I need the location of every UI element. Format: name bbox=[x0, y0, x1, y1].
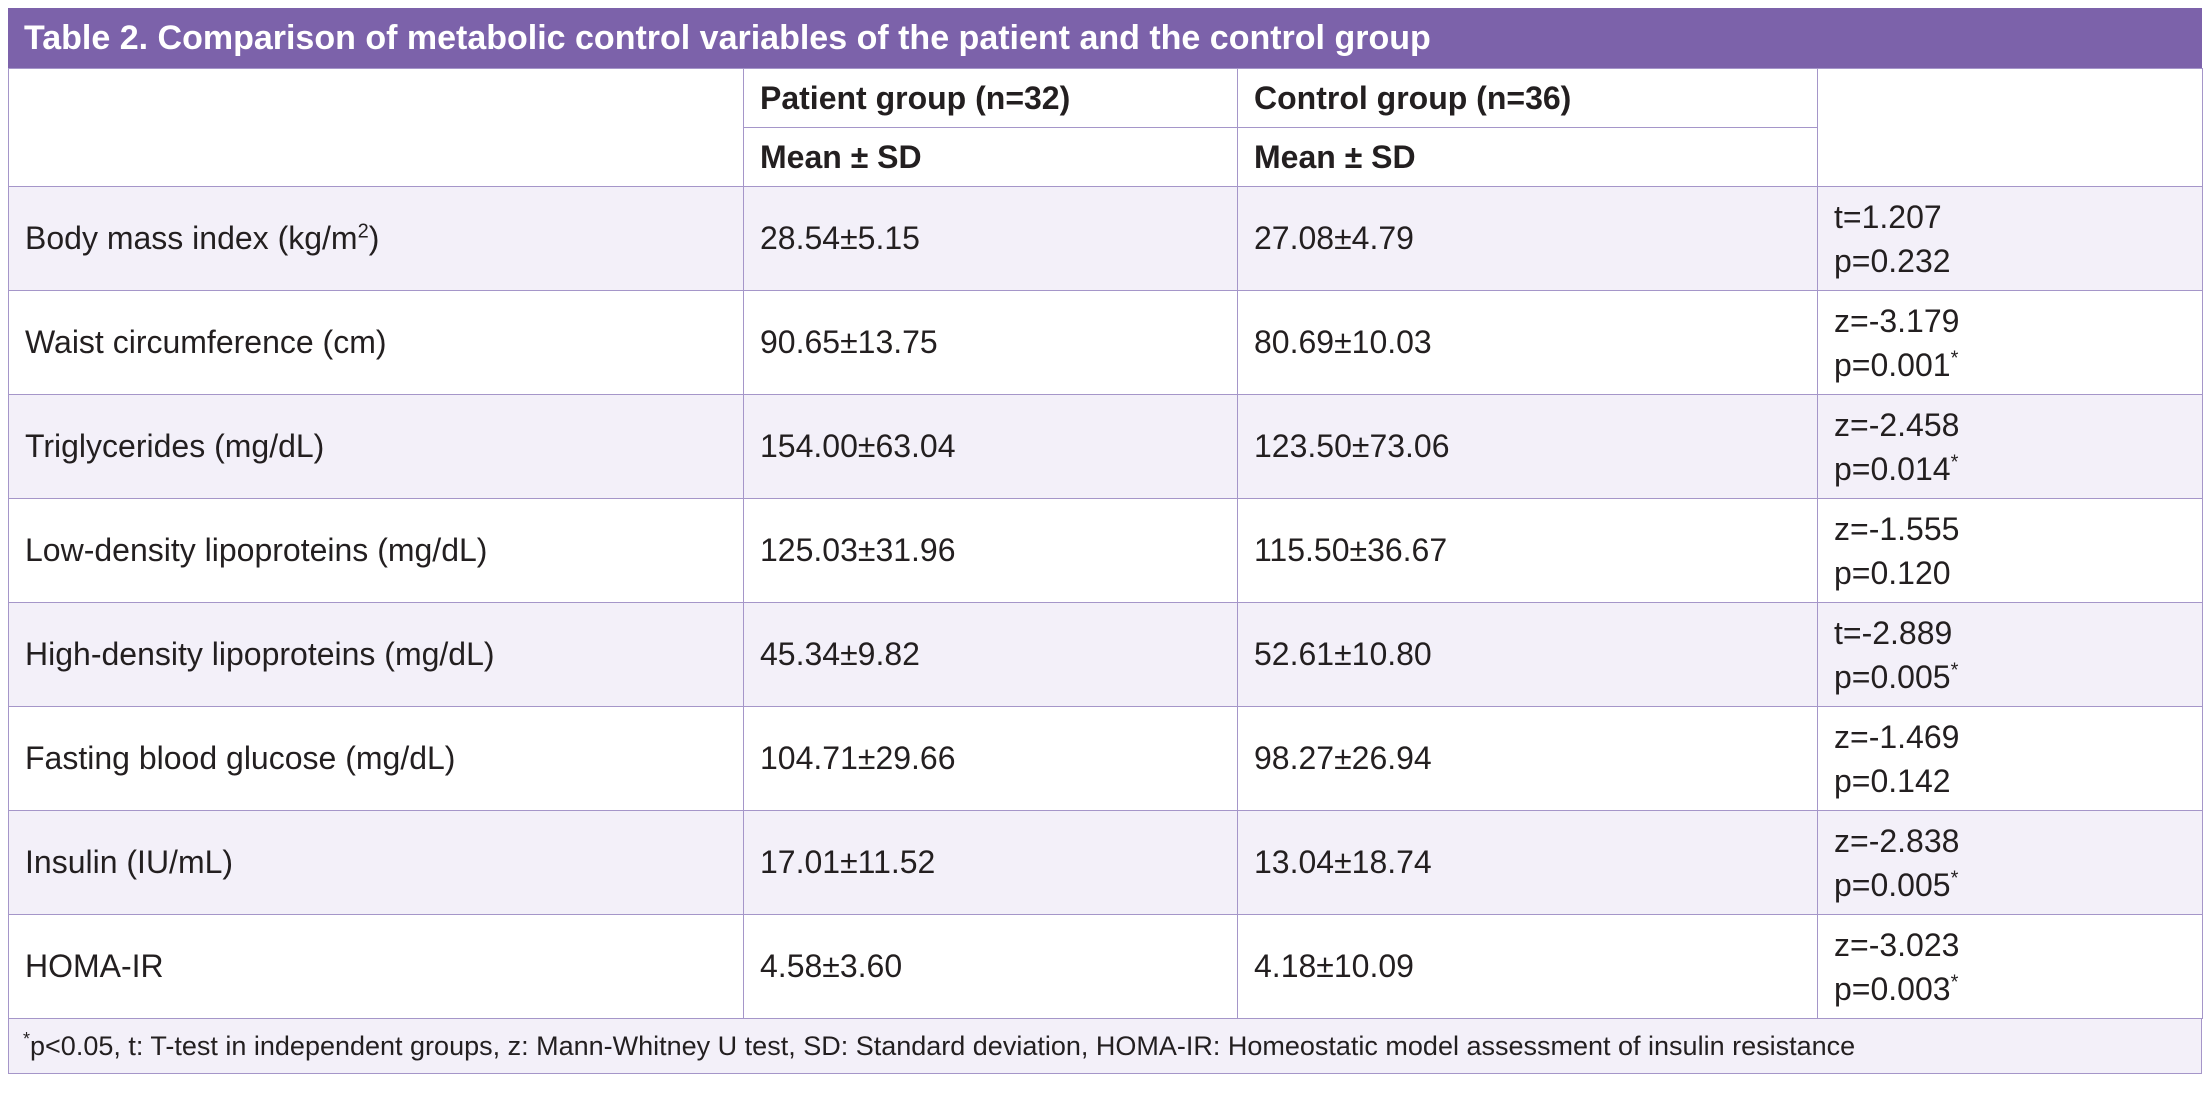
variable-label: High-density lipoproteins (mg/dL) bbox=[25, 636, 495, 672]
p-value-line: p=0.120 bbox=[1834, 551, 2186, 595]
header-row-subheaders: Mean ± SD Mean ± SD bbox=[9, 127, 2203, 187]
table-footnote: *p<0.05, t: T-test in independent groups… bbox=[8, 1019, 2202, 1074]
header-patient-group: Patient group (n=32) bbox=[743, 68, 1238, 128]
significance-marker: * bbox=[1950, 658, 1959, 681]
test-statistic: t=1.207 bbox=[1834, 198, 1942, 235]
data-table: Patient group (n=32) Control group (n=36… bbox=[8, 68, 2203, 1019]
table-row: Insulin (IU/mL) 17.01±11.52 13.04±18.74 z=-… bbox=[8, 810, 2203, 915]
stat-cell: t=1.207 p=0.232 bbox=[1817, 186, 2203, 291]
variable-cell: Fasting blood glucose (mg/dL) bbox=[8, 706, 744, 811]
p-value-line: p=0.232 bbox=[1834, 239, 2186, 283]
control-value-cell: 115.50±36.67 bbox=[1237, 498, 1818, 603]
table-title: Table 2. Comparison of metabolic control… bbox=[8, 8, 2202, 68]
variable-cell: Body mass index (kg/m2) bbox=[8, 186, 744, 291]
p-value: p=0.142 bbox=[1834, 762, 1951, 799]
p-value: p=0.232 bbox=[1834, 242, 1951, 279]
table-row: Fasting blood glucose (mg/dL) 104.71±29.6… bbox=[8, 706, 2203, 811]
significance-marker: * bbox=[1950, 346, 1959, 369]
table-row: Waist circumference (cm) 90.65±13.75 80.69… bbox=[8, 290, 2203, 395]
variable-cell: Insulin (IU/mL) bbox=[8, 810, 744, 915]
footnote-star: * bbox=[23, 1029, 31, 1049]
variable-label: Insulin (IU/mL) bbox=[25, 844, 234, 880]
p-value-line: p=0.005* bbox=[1834, 863, 2186, 907]
variable-superscript: 2 bbox=[357, 220, 369, 243]
variable-cell: HOMA-IR bbox=[8, 914, 744, 1019]
patient-value-cell: 90.65±13.75 bbox=[743, 290, 1238, 395]
p-value-line: p=0.014* bbox=[1834, 447, 2186, 491]
p-value: p=0.014 bbox=[1834, 450, 1951, 487]
variable-cell: Low-density lipoproteins (mg/dL) bbox=[8, 498, 744, 603]
table-container: Table 2. Comparison of metabolic control… bbox=[8, 8, 2203, 1074]
header-row-groups: Patient group (n=32) Control group (n=36… bbox=[8, 68, 2203, 187]
p-value: p=0.120 bbox=[1834, 554, 1951, 591]
header-patient-mean-sd: Mean ± SD bbox=[743, 127, 1238, 187]
patient-value-cell: 104.71±29.66 bbox=[743, 706, 1238, 811]
control-value-cell: 80.69±10.03 bbox=[1237, 290, 1818, 395]
p-value-line: p=0.142 bbox=[1834, 759, 2186, 803]
variable-label: Body mass index (kg/m bbox=[25, 220, 358, 256]
header-variable-cell bbox=[8, 68, 744, 187]
patient-value-cell: 28.54±5.15 bbox=[743, 186, 1238, 291]
header-control-group: Control group (n=36) bbox=[1237, 68, 1818, 128]
stat-cell: z=-3.179 p=0.001* bbox=[1817, 290, 2203, 395]
control-value-cell: 123.50±73.06 bbox=[1237, 394, 1818, 499]
variable-cell: Waist circumference (cm) bbox=[8, 290, 744, 395]
variable-label: Waist circumference (cm) bbox=[25, 324, 387, 360]
p-value: p=0.005 bbox=[1834, 866, 1951, 903]
stat-cell: z=-1.555 p=0.120 bbox=[1817, 498, 2203, 603]
p-value-line: p=0.003* bbox=[1834, 967, 2186, 1011]
significance-marker: * bbox=[1950, 450, 1959, 473]
p-value-line: p=0.001* bbox=[1834, 343, 2186, 387]
table-row: Body mass index (kg/m2) 28.54±5.15 27.08±4… bbox=[8, 186, 2203, 291]
patient-value-cell: 154.00±63.04 bbox=[743, 394, 1238, 499]
p-value: p=0.005 bbox=[1834, 658, 1951, 695]
test-statistic: z=-1.555 bbox=[1834, 510, 1960, 547]
patient-value-cell: 4.58±3.60 bbox=[743, 914, 1238, 1019]
table-row: High-density lipoproteins (mg/dL) 45.34±9… bbox=[8, 602, 2203, 707]
patient-value-cell: 45.34±9.82 bbox=[743, 602, 1238, 707]
variable-label: Fasting blood glucose (mg/dL) bbox=[25, 740, 456, 776]
stat-cell: z=-1.469 p=0.142 bbox=[1817, 706, 2203, 811]
variable-cell: High-density lipoproteins (mg/dL) bbox=[8, 602, 744, 707]
stat-cell: z=-2.838 p=0.005* bbox=[1817, 810, 2203, 915]
p-value: p=0.003 bbox=[1834, 970, 1951, 1007]
stat-cell: z=-3.023 p=0.003* bbox=[1817, 914, 2203, 1019]
p-value: p=0.001 bbox=[1834, 346, 1951, 383]
table-row: HOMA-IR 4.58±3.60 4.18±10.09 z=-3.023 p=0.00… bbox=[8, 914, 2203, 1019]
significance-marker: * bbox=[1950, 970, 1959, 993]
patient-value-cell: 125.03±31.96 bbox=[743, 498, 1238, 603]
control-value-cell: 27.08±4.79 bbox=[1237, 186, 1818, 291]
patient-value-cell: 17.01±11.52 bbox=[743, 810, 1238, 915]
variable-label-tail: ) bbox=[368, 220, 380, 256]
control-value-cell: 13.04±18.74 bbox=[1237, 810, 1818, 915]
stat-cell: t=-2.889 p=0.005* bbox=[1817, 602, 2203, 707]
variable-label: Triglycerides (mg/dL) bbox=[25, 428, 325, 464]
test-statistic: z=-3.179 bbox=[1834, 302, 1960, 339]
table-body: Body mass index (kg/m2) 28.54±5.15 27.08±4… bbox=[8, 186, 2203, 1019]
stat-cell: z=-2.458 p=0.014* bbox=[1817, 394, 2203, 499]
table-row: Low-density lipoproteins (mg/dL) 125.03±3… bbox=[8, 498, 2203, 603]
test-statistic: z=-2.458 bbox=[1834, 406, 1960, 443]
test-statistic: z=-3.023 bbox=[1834, 926, 1960, 963]
variable-label: HOMA-IR bbox=[25, 948, 164, 984]
table-row: Triglycerides (mg/dL) 154.00±63.04 123.50±… bbox=[8, 394, 2203, 499]
footnote-text: p<0.05, t: T-test in independent groups,… bbox=[30, 1031, 1856, 1061]
control-value-cell: 52.61±10.80 bbox=[1237, 602, 1818, 707]
control-value-cell: 98.27±26.94 bbox=[1237, 706, 1818, 811]
control-value-cell: 4.18±10.09 bbox=[1237, 914, 1818, 1019]
significance-marker: * bbox=[1950, 866, 1959, 889]
test-statistic: z=-1.469 bbox=[1834, 718, 1960, 755]
test-statistic: t=-2.889 bbox=[1834, 614, 1953, 651]
variable-cell: Triglycerides (mg/dL) bbox=[8, 394, 744, 499]
test-statistic: z=-2.838 bbox=[1834, 822, 1960, 859]
p-value-line: p=0.005* bbox=[1834, 655, 2186, 699]
header-stat-cell bbox=[1817, 68, 2203, 187]
variable-label: Low-density lipoproteins (mg/dL) bbox=[25, 532, 488, 568]
header-control-mean-sd: Mean ± SD bbox=[1237, 127, 1818, 187]
